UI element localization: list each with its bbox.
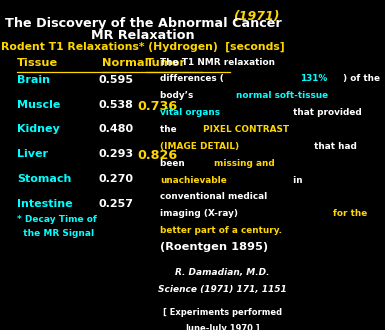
Text: unachievable: unachievable <box>160 176 227 184</box>
Text: (Roentgen 1895): (Roentgen 1895) <box>160 242 268 251</box>
Text: conventional medical: conventional medical <box>160 192 267 201</box>
Text: 0.736: 0.736 <box>138 100 178 113</box>
Text: Science (1971) 171, 1151: Science (1971) 171, 1151 <box>158 285 287 294</box>
Text: been: been <box>160 159 188 168</box>
Text: Muscle: Muscle <box>17 100 60 110</box>
Text: Rodent T1 Relaxations* (Hydrogen)  [seconds]: Rodent T1 Relaxations* (Hydrogen) [secon… <box>1 42 285 52</box>
Text: 0.257: 0.257 <box>98 199 133 209</box>
Text: The Discovery of the Abnormal Cancer: The Discovery of the Abnormal Cancer <box>5 17 281 30</box>
Text: 0.538: 0.538 <box>98 100 133 110</box>
Text: [ Experiments performed: [ Experiments performed <box>163 308 282 316</box>
Text: Tumor: Tumor <box>146 57 186 68</box>
Text: Liver: Liver <box>17 149 48 159</box>
Text: better part of a century.: better part of a century. <box>160 226 282 235</box>
Text: 0.270: 0.270 <box>98 174 133 184</box>
Text: vital organs: vital organs <box>160 108 220 117</box>
Text: 0.595: 0.595 <box>98 75 133 85</box>
Text: Stomach: Stomach <box>17 174 71 184</box>
Text: for the: for the <box>333 209 367 218</box>
Text: June-July 1970 ]: June-July 1970 ] <box>185 323 260 330</box>
Text: Intestine: Intestine <box>17 199 73 209</box>
Text: missing and: missing and <box>214 159 275 168</box>
Text: (IMAGE DETAIL): (IMAGE DETAIL) <box>160 142 239 151</box>
Text: differences (: differences ( <box>160 74 224 83</box>
Text: body’s: body’s <box>160 91 196 100</box>
Text: 0.293: 0.293 <box>98 149 133 159</box>
Text: ) of the: ) of the <box>343 74 380 83</box>
Text: Tissue: Tissue <box>17 57 58 68</box>
Text: normal soft-tissue: normal soft-tissue <box>236 91 328 100</box>
Text: Kidney: Kidney <box>17 124 60 134</box>
Text: in: in <box>290 176 302 184</box>
Text: the MR Signal: the MR Signal <box>17 229 94 238</box>
Text: 0.826: 0.826 <box>138 149 178 162</box>
Text: PIXEL CONTRAST: PIXEL CONTRAST <box>203 125 290 134</box>
Text: 0.480: 0.480 <box>98 124 133 134</box>
Text: that provided: that provided <box>290 108 361 117</box>
Text: imaging (X-ray): imaging (X-ray) <box>160 209 241 218</box>
Text: the: the <box>160 125 180 134</box>
Text: MR Relaxation: MR Relaxation <box>91 29 195 43</box>
Text: * Decay Time of: * Decay Time of <box>17 215 97 224</box>
Text: that had: that had <box>311 142 357 151</box>
Text: R. Damadian, M.D.: R. Damadian, M.D. <box>175 268 270 277</box>
Text: The T1 NMR relaxation: The T1 NMR relaxation <box>160 57 275 67</box>
Text: Normal: Normal <box>102 57 149 68</box>
Text: 131%: 131% <box>300 74 328 83</box>
Text: Brain: Brain <box>17 75 50 85</box>
Text: (1971): (1971) <box>233 10 279 23</box>
